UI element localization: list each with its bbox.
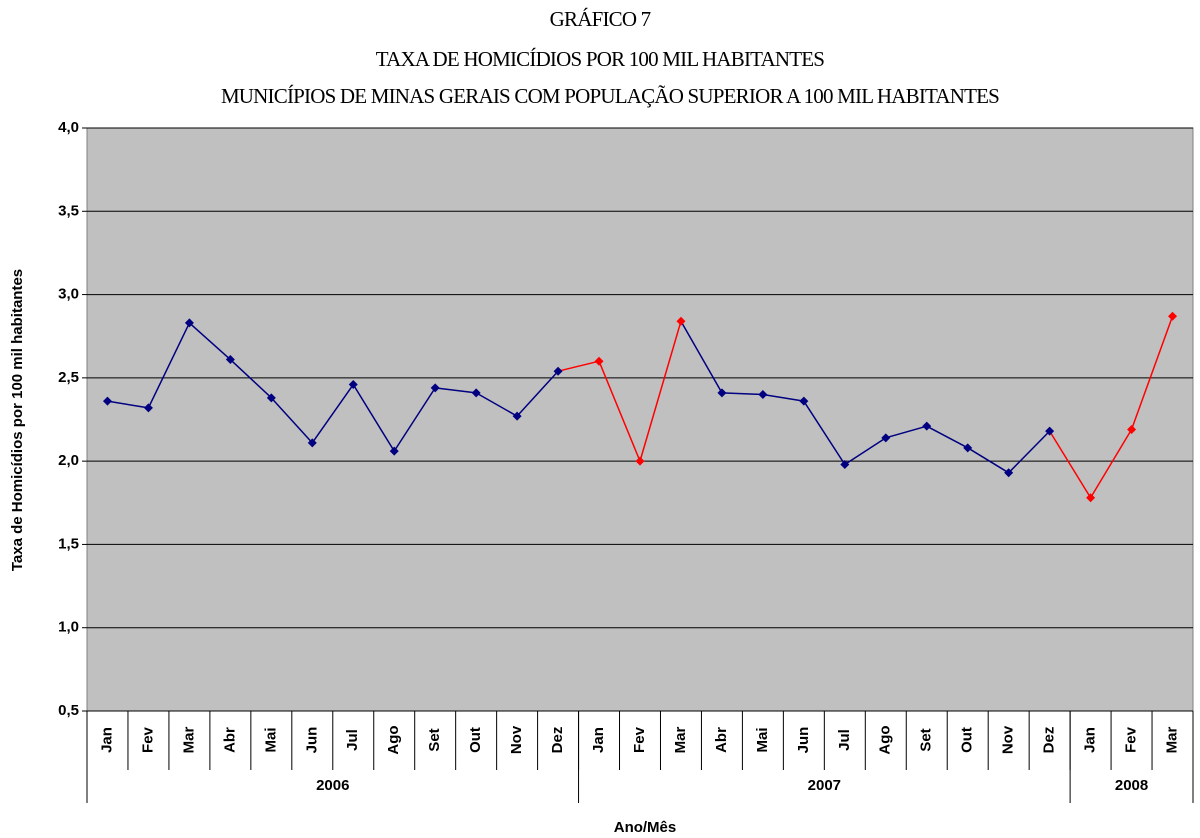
data-point bbox=[840, 459, 850, 469]
line-segment bbox=[926, 425, 969, 449]
y-axis-title: Taxa de Homicídios por 100 mil habitante… bbox=[9, 269, 26, 571]
data-point bbox=[1168, 311, 1178, 321]
data-point bbox=[881, 433, 891, 443]
x-tick-label: Jan bbox=[1082, 727, 1099, 753]
line-segment bbox=[311, 384, 354, 444]
x-tick-label: Set bbox=[426, 728, 443, 751]
line-segment bbox=[270, 397, 313, 444]
x-tick-label: Jan bbox=[98, 727, 115, 753]
x-tick-label: Fev bbox=[1123, 726, 1140, 753]
x-tick-label: Set bbox=[918, 728, 935, 751]
data-point bbox=[922, 421, 932, 431]
line-segment bbox=[352, 384, 395, 452]
x-tick-label: Dez bbox=[549, 727, 566, 754]
x-tick-label: Abr bbox=[713, 727, 730, 753]
line-segment bbox=[762, 393, 804, 402]
data-point bbox=[1127, 424, 1137, 434]
line-segment bbox=[229, 358, 272, 399]
line-segment bbox=[475, 392, 518, 417]
data-point bbox=[348, 380, 358, 390]
line-segment bbox=[516, 370, 559, 417]
x-tick-label: Nov bbox=[1000, 725, 1017, 754]
group-label: 2006 bbox=[316, 777, 349, 794]
y-tick-label: 0,5 bbox=[58, 702, 79, 719]
line-segment bbox=[435, 387, 477, 394]
x-tick-label: Mar bbox=[672, 727, 689, 754]
x-tick-label: Dez bbox=[1041, 727, 1058, 754]
line-segment bbox=[885, 425, 927, 439]
line-segment bbox=[680, 320, 723, 394]
data-point bbox=[1045, 426, 1055, 436]
line-segment bbox=[598, 360, 641, 462]
data-point bbox=[430, 383, 440, 393]
line-segment bbox=[967, 447, 1010, 474]
data-point bbox=[307, 438, 317, 448]
plot-area bbox=[86, 127, 1194, 712]
y-tick-label: 1,5 bbox=[58, 535, 79, 552]
group-label: 2008 bbox=[1115, 777, 1148, 794]
line-segment bbox=[721, 392, 763, 396]
x-tick-label: Ago bbox=[385, 725, 402, 754]
data-point bbox=[471, 388, 481, 398]
line-segment bbox=[557, 360, 600, 372]
data-point bbox=[389, 446, 399, 456]
chart-title: MUNICÍPIOS DE MINAS GERAIS COM POPULAÇÃO… bbox=[221, 84, 999, 108]
line-segment bbox=[188, 322, 231, 361]
x-tick-label: Nov bbox=[508, 725, 525, 754]
line-segment bbox=[1048, 430, 1092, 499]
x-tick-label: Out bbox=[467, 727, 484, 753]
x-tick-label: Jun bbox=[303, 727, 320, 754]
x-tick-label: Mai bbox=[262, 727, 279, 752]
line-segment bbox=[1008, 430, 1051, 474]
data-point bbox=[266, 393, 276, 403]
x-tick-label: Fev bbox=[631, 726, 648, 753]
line-segment bbox=[639, 321, 682, 462]
data-point bbox=[676, 316, 686, 326]
data-point bbox=[1086, 493, 1096, 503]
y-tick-label: 3,5 bbox=[58, 202, 79, 219]
data-point bbox=[102, 396, 112, 406]
line-segment bbox=[803, 400, 846, 465]
data-point bbox=[512, 411, 522, 421]
data-point bbox=[184, 318, 194, 328]
data-point bbox=[717, 388, 727, 398]
x-tick-label: Jul bbox=[344, 729, 361, 751]
line-segment bbox=[1130, 315, 1174, 430]
x-tick-label: Mar bbox=[1163, 727, 1180, 754]
group-label: 2007 bbox=[808, 777, 841, 794]
line-segment bbox=[393, 387, 436, 452]
data-point bbox=[758, 390, 768, 400]
data-point bbox=[799, 396, 809, 406]
y-tick-label: 4,0 bbox=[58, 119, 79, 136]
y-tick-label: 3,0 bbox=[58, 286, 79, 303]
y-tick-label: 2,5 bbox=[58, 369, 79, 386]
x-tick-label: Jan bbox=[590, 727, 607, 753]
data-point bbox=[225, 355, 235, 365]
x-tick-label: Mai bbox=[754, 727, 771, 752]
x-tick-label: Out bbox=[959, 727, 976, 753]
x-tick-label: Fev bbox=[139, 726, 156, 753]
x-tick-label: Jul bbox=[836, 729, 853, 751]
y-tick-label: 1,0 bbox=[58, 619, 79, 636]
x-tick-label: Ago bbox=[877, 725, 894, 754]
line-segment bbox=[844, 437, 887, 466]
data-point bbox=[143, 403, 153, 413]
x-axis-title: Ano/Mês bbox=[614, 819, 677, 836]
data-point bbox=[963, 443, 973, 453]
data-point bbox=[1004, 468, 1014, 478]
y-tick-label: 2,0 bbox=[58, 452, 79, 469]
data-point bbox=[594, 356, 604, 366]
line-segment bbox=[147, 322, 191, 409]
x-tick-label: Abr bbox=[221, 727, 238, 753]
x-tick-label: Jun bbox=[795, 727, 812, 754]
x-tick-label: Mar bbox=[180, 727, 197, 754]
data-point bbox=[553, 366, 563, 376]
line-segment bbox=[1089, 429, 1133, 499]
data-point bbox=[635, 456, 645, 466]
chart-title: GRÁFICO 7 bbox=[550, 7, 651, 31]
line-segment bbox=[107, 400, 149, 409]
chart-title: TAXA DE HOMICÍDIOS POR 100 MIL HABITANTE… bbox=[376, 47, 825, 71]
